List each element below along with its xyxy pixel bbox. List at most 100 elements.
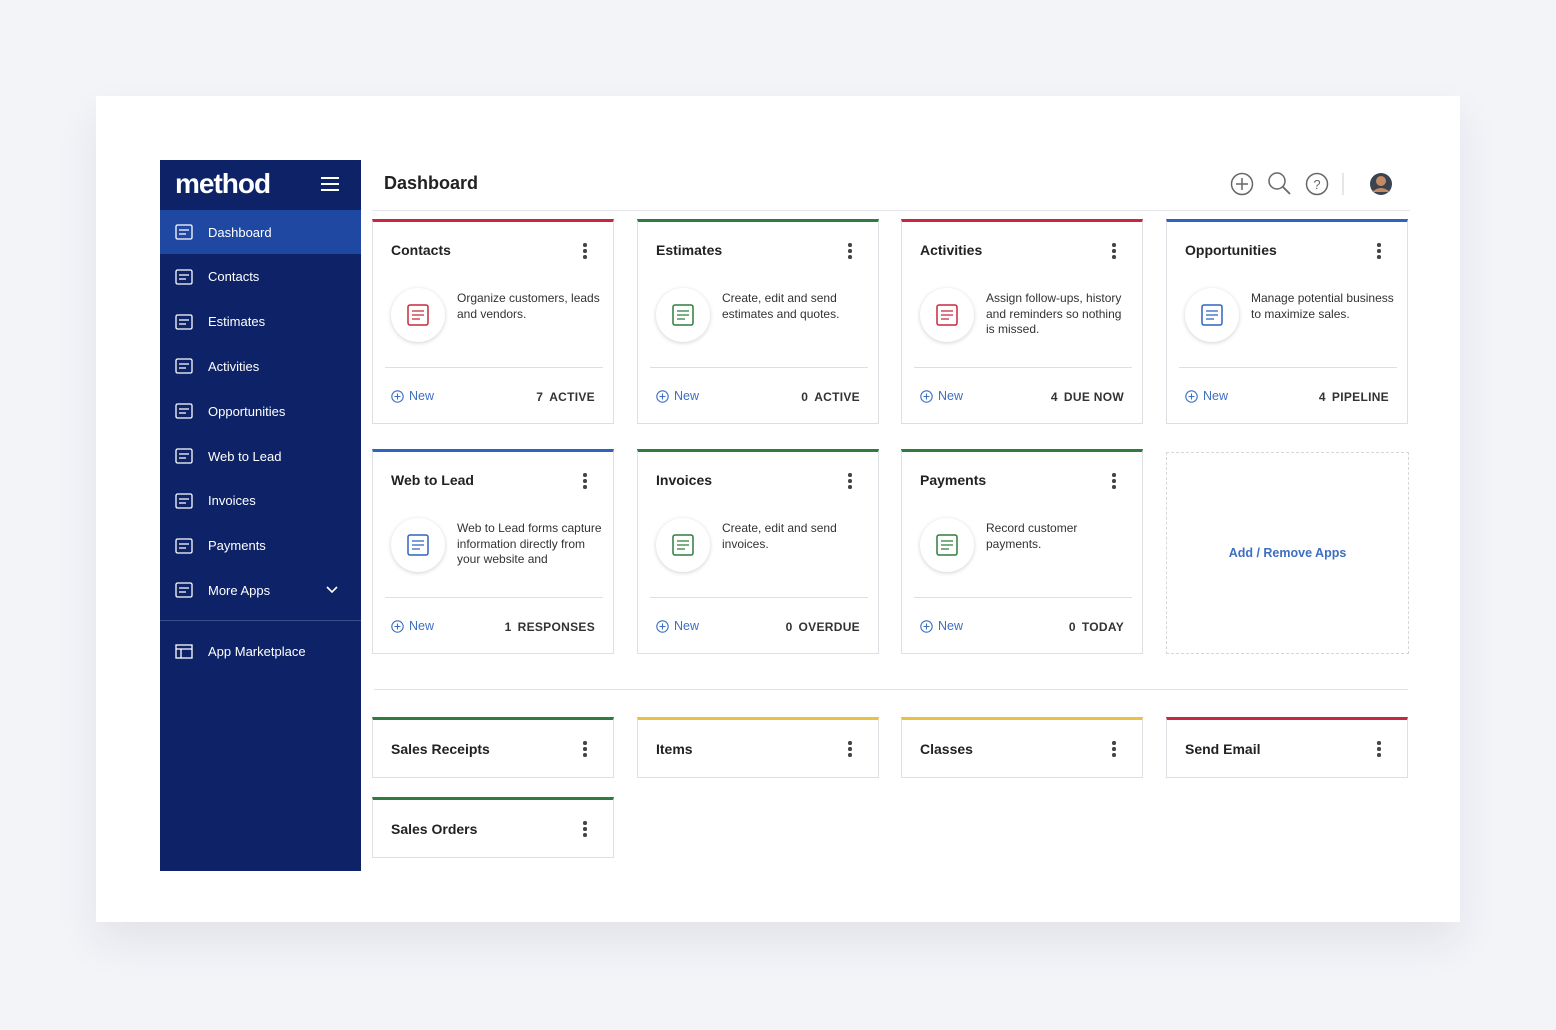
nav-icon — [175, 313, 193, 330]
nav-item[interactable]: Invoices — [160, 479, 361, 523]
new-button[interactable]: New — [920, 389, 963, 403]
nav-item[interactable]: Contacts — [160, 255, 361, 299]
stat-status: OVERDUE — [798, 620, 860, 634]
nav-item[interactable]: Estimates — [160, 300, 361, 344]
new-button[interactable]: New — [656, 619, 699, 633]
separator — [650, 367, 868, 368]
icon-glyph — [936, 534, 958, 556]
new-label: New — [409, 619, 435, 633]
separator — [914, 367, 1132, 368]
nav-label: Web to Lead — [208, 448, 282, 464]
menu-button[interactable] — [583, 473, 587, 491]
toolbar: ? — [1230, 172, 1392, 196]
card-description: Record customer payments. — [986, 521, 1078, 551]
plus-icon — [656, 389, 669, 403]
new-label: New — [674, 619, 700, 633]
stat-status: TODAY — [1081, 620, 1124, 634]
nav-label: Opportunities — [208, 403, 286, 419]
card-title: Contacts — [391, 242, 451, 258]
new-button[interactable]: New — [656, 389, 699, 403]
nav-item[interactable]: Payments — [160, 524, 361, 568]
icon-glyph — [672, 534, 694, 556]
plus-icon — [920, 389, 933, 403]
compact-card[interactable]: Send Email — [1166, 717, 1408, 778]
avatar[interactable] — [1370, 173, 1392, 195]
card-title: Send Email — [1185, 741, 1261, 757]
search-button[interactable] — [1268, 172, 1291, 195]
new-label: New — [409, 389, 435, 403]
stat-status: ACTIVE — [549, 390, 595, 404]
nav-item[interactable]: Activities — [160, 344, 361, 388]
new-button[interactable]: New — [391, 389, 434, 403]
compact-card[interactable]: Classes — [901, 717, 1143, 778]
page-title: Dashboard — [384, 173, 479, 193]
separator — [385, 597, 603, 598]
section-divider — [374, 689, 1408, 690]
stat-count: 4 — [1050, 390, 1058, 404]
menu-button[interactable] — [848, 243, 852, 261]
nav-label: Estimates — [208, 314, 266, 330]
card-description: Assign follow-ups, history and reminders… — [986, 291, 1122, 336]
card-stat: 0 ACTIVE — [801, 390, 860, 404]
plus-icon — [920, 619, 933, 633]
separator — [1179, 367, 1397, 368]
stat-count: 4 — [1318, 390, 1326, 404]
stat-status: ACTIVE — [814, 390, 860, 404]
menu-button[interactable] — [320, 176, 340, 192]
plus-icon — [1185, 389, 1198, 403]
menu-button[interactable] — [583, 821, 587, 839]
card-stat: 4 PIPELINE — [1319, 390, 1389, 404]
card-stat: 4 DUE NOW — [1051, 390, 1124, 404]
stat-status: PIPELINE — [1331, 390, 1389, 404]
compact-card[interactable]: Items — [637, 717, 879, 778]
menu-button[interactable] — [583, 741, 587, 759]
nav-label: Contacts — [208, 269, 260, 285]
card-title: Payments — [920, 472, 987, 488]
new-label: New — [1203, 389, 1229, 403]
card-description: Create, edit and send invoices. — [722, 521, 837, 551]
compact-card[interactable]: Sales Orders — [372, 797, 614, 858]
menu-button[interactable] — [583, 243, 587, 261]
card-title: Sales Receipts — [391, 741, 490, 757]
compact-card[interactable]: Sales Receipts — [372, 717, 614, 778]
nav-item[interactable]: Dashboard — [160, 210, 361, 254]
new-label: New — [938, 389, 964, 403]
nav-item[interactable]: App Marketplace — [160, 629, 361, 673]
nav-label: Activities — [208, 358, 260, 374]
stat-count: 0 — [785, 620, 793, 634]
sidebar: method App Marketplace Dashboard Contacts… — [160, 160, 361, 871]
card-stat: 1 RESPONSES — [505, 620, 595, 634]
menu-button[interactable] — [848, 741, 852, 759]
menu-button[interactable] — [1112, 473, 1116, 491]
card-title: Activities — [920, 242, 983, 258]
new-button[interactable]: New — [920, 619, 963, 633]
new-button[interactable]: New — [391, 619, 434, 633]
nav-item[interactable]: Opportunities — [160, 389, 361, 433]
app-icon — [1185, 288, 1239, 342]
new-button[interactable]: New — [1185, 389, 1228, 403]
icon-glyph — [407, 534, 429, 556]
card-stat: 7 ACTIVE — [536, 390, 595, 404]
stat-count: 1 — [504, 620, 512, 634]
expand-icon — [326, 586, 338, 594]
app-icon — [920, 288, 974, 342]
menu-button[interactable] — [1377, 741, 1381, 759]
menu-button[interactable] — [1112, 741, 1116, 759]
add-button[interactable] — [1230, 172, 1254, 196]
menu-button[interactable] — [1377, 243, 1381, 261]
add-remove-link[interactable]: Add / Remove Apps — [1228, 546, 1347, 560]
new-label: New — [674, 389, 700, 403]
stat-count: 0 — [801, 390, 809, 404]
help-button[interactable]: ? — [1305, 172, 1329, 196]
nav-icon — [175, 644, 193, 659]
menu-button[interactable] — [1112, 243, 1116, 261]
nav-item[interactable]: Web to Lead — [160, 434, 361, 478]
separator — [385, 367, 603, 368]
separator — [914, 597, 1132, 598]
app-card: Activities Assign follow-ups, history and… — [901, 219, 1143, 424]
add-remove-box: Add / Remove Apps — [1166, 452, 1409, 654]
nav-item[interactable]: More Apps — [160, 568, 361, 612]
logo[interactable]: method — [175, 168, 271, 199]
card-description: Organize customers, leads and vendors. — [457, 291, 600, 321]
menu-button[interactable] — [848, 473, 852, 491]
